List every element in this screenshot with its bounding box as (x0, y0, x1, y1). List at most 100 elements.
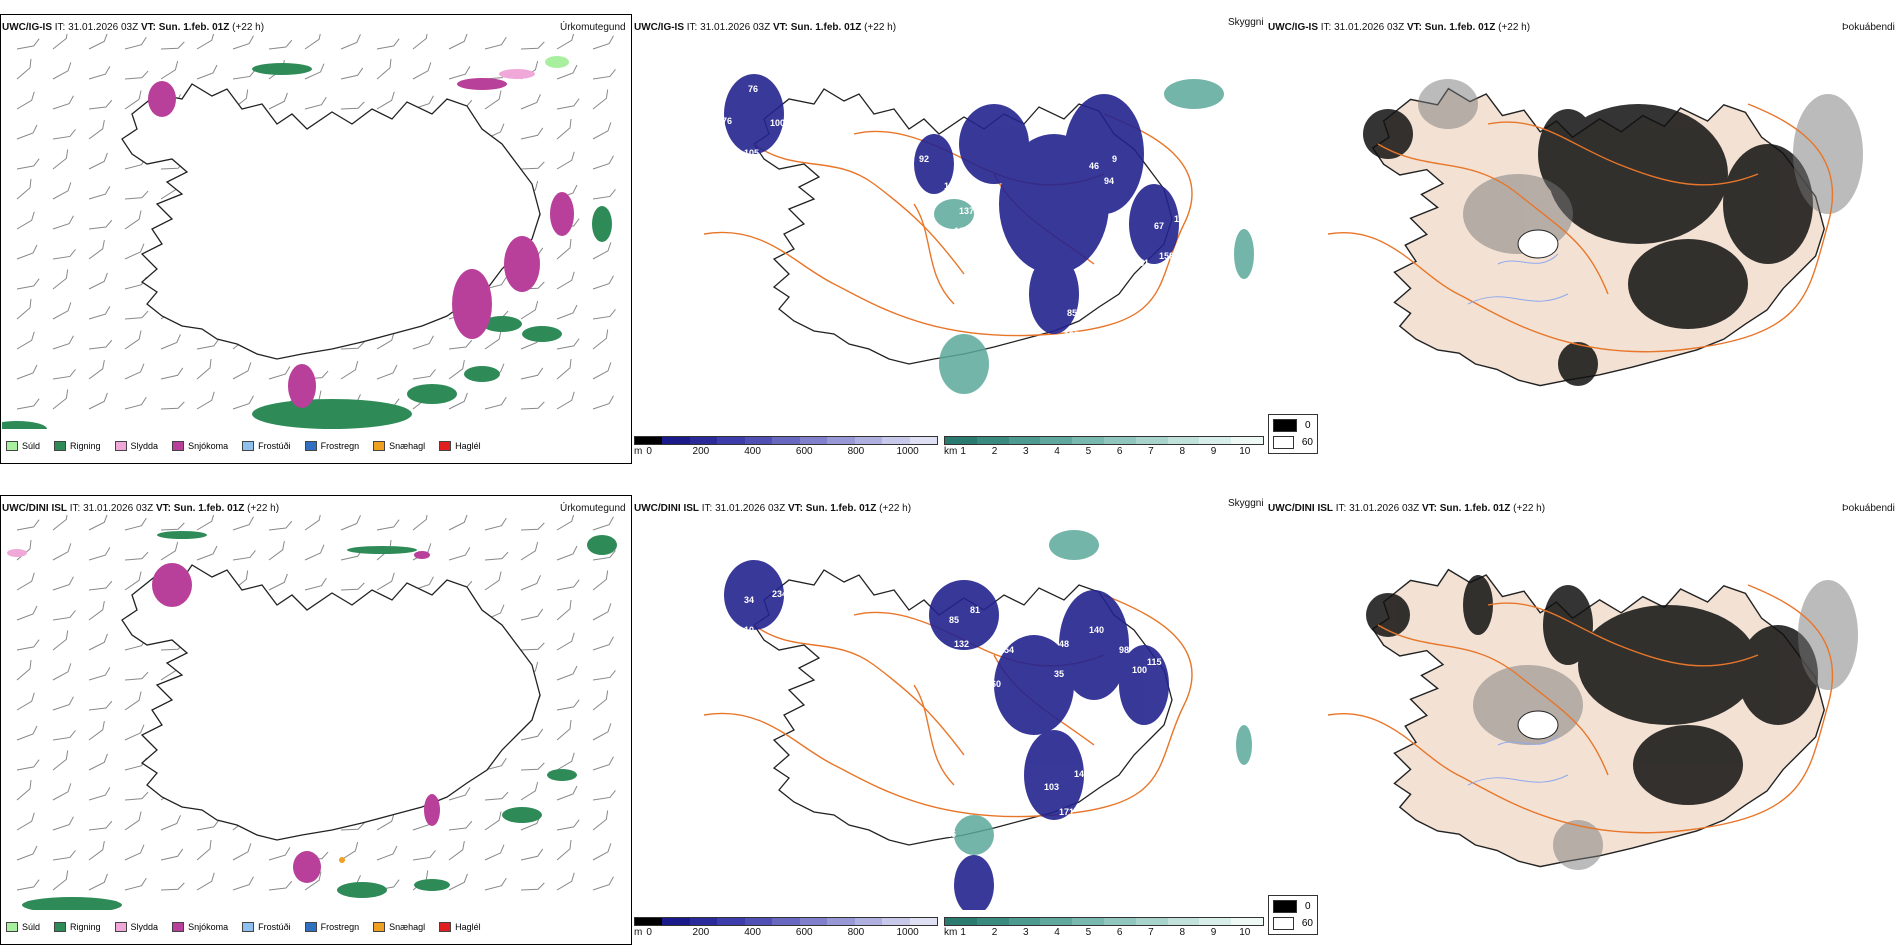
wind-barb (52, 850, 76, 861)
scale-tick: 600 (795, 446, 813, 457)
wind-barb (556, 238, 572, 260)
fog-legend-2: 0 60 (1268, 895, 1318, 935)
cloud-base-value: 10 (1174, 214, 1184, 224)
wind-barb (124, 36, 147, 50)
fog-dark-areas (1366, 575, 1818, 805)
wind-barb (592, 309, 616, 320)
wind-barb (124, 243, 145, 260)
wind-barb (268, 520, 293, 531)
wind-barb (88, 753, 108, 771)
fog-map-2 (1327, 568, 1858, 870)
wind-barb (52, 696, 74, 711)
wind-barb (196, 839, 212, 861)
wind-barb (556, 752, 575, 771)
wind-barb (88, 787, 111, 801)
wind-barb (196, 391, 215, 410)
wind-barb (124, 691, 142, 711)
it-label: IT: (54, 22, 66, 33)
wind-barb (16, 725, 38, 741)
wind-barb (88, 515, 108, 531)
cloud-base-value: 46 (1089, 161, 1099, 171)
vt-label: VT: (787, 503, 803, 514)
scale-tick: 6 (1116, 446, 1123, 457)
fog-legend-value: 60 (1301, 918, 1313, 929)
legend-label: Súld (22, 441, 41, 451)
wind-barb (556, 599, 572, 621)
scale-tick: 1 (960, 927, 966, 938)
wind-barb (556, 338, 580, 350)
wind-barb (52, 816, 74, 831)
colorbar-segment (772, 437, 800, 444)
road-network (1327, 584, 1834, 834)
swatch (439, 922, 452, 932)
visibility-map-1: 76 76 100 105 92 108 137 161 135 233 9 9… (703, 73, 1254, 398)
it-value: 31.01.2026 03Z (715, 503, 786, 514)
wind-barb (160, 367, 184, 380)
fog-legend-value: 0 (1305, 420, 1311, 431)
legend-item: Súld (6, 922, 40, 932)
cloud-base-value: 81 (970, 605, 980, 615)
colorbar-segment (827, 918, 855, 925)
cloud-base-value: 158 (1159, 251, 1174, 261)
wind-barb (124, 310, 149, 320)
water-bodies (1467, 734, 1569, 786)
cloud-base-value: 147 (1109, 735, 1124, 745)
scale-tick: 200 (692, 927, 710, 938)
panel-title: UWC/DINI ISL IT: 31.01.2026 03Z VT: Sun.… (2, 503, 279, 514)
wind-barb (412, 369, 436, 380)
it-value: 31.01.2026 03Z (1334, 22, 1405, 33)
wind-barb (448, 820, 473, 831)
scale-tick: 400 (744, 446, 761, 457)
wind-barb (124, 210, 142, 230)
wind-barb (88, 667, 111, 681)
colorbar-segment (909, 918, 937, 925)
wind-barb (304, 63, 325, 80)
model-name: UWC/DINI ISL (1268, 503, 1333, 514)
wind-barb (592, 155, 614, 170)
wind-barb (448, 66, 471, 80)
legend-item: Súld (6, 441, 40, 451)
wind-barb (88, 99, 113, 110)
wind-barb (520, 542, 539, 561)
fog-legend-1: 0 60 (1268, 414, 1318, 454)
scale-tick: 800 (847, 446, 865, 457)
wind-barb (52, 62, 72, 80)
wind-barb (268, 880, 293, 891)
colorbar-segment (1103, 437, 1136, 444)
wind-barb (268, 39, 293, 50)
colorbar-segment (1199, 918, 1232, 925)
wind-barb (448, 359, 465, 380)
wind-barb (88, 580, 113, 591)
wind-barb (376, 812, 395, 831)
wind-barb (124, 571, 142, 591)
panel-title: UWC/IG-IS IT: 31.01.2026 03Z VT: Sun. 1.… (2, 22, 264, 33)
cloud-base-value: 137 (959, 206, 974, 216)
wind-barb (592, 756, 614, 771)
colorbar-segment (1040, 918, 1073, 925)
wind-barb (16, 759, 40, 771)
wind-barb (16, 91, 35, 110)
wind-barb (448, 787, 471, 801)
cloud-base-value: 161 (954, 226, 969, 236)
wind-barb (592, 395, 614, 410)
cloud-base-value: 146 (1074, 769, 1089, 779)
wind-barb (520, 882, 545, 891)
wind-barb (52, 576, 74, 591)
colorbar-segment (772, 918, 800, 925)
wind-barb (52, 369, 76, 380)
wind-barb (556, 151, 575, 170)
legend-item: Frostregn (304, 922, 359, 932)
precip-legend-2: Súld Rigning Slydda Snjókoma Frostúði Fr… (6, 922, 481, 932)
wind-barb (124, 190, 149, 200)
it-value: 31.01.2026 03Z (68, 22, 139, 33)
legend-label: Frostúði (258, 441, 291, 451)
wind-barb (592, 242, 612, 260)
cloud-base-value: 48 (1059, 639, 1069, 649)
cloud-base-value: 94 (1104, 176, 1114, 186)
colorbar-segment (1231, 918, 1263, 925)
cloud-base-value: 76 (722, 116, 732, 126)
scale-tick: 0 (646, 446, 652, 457)
cloudbase-colorbar-2 (634, 917, 938, 926)
wind-barb (16, 812, 35, 831)
colorbar-segment (635, 918, 663, 925)
